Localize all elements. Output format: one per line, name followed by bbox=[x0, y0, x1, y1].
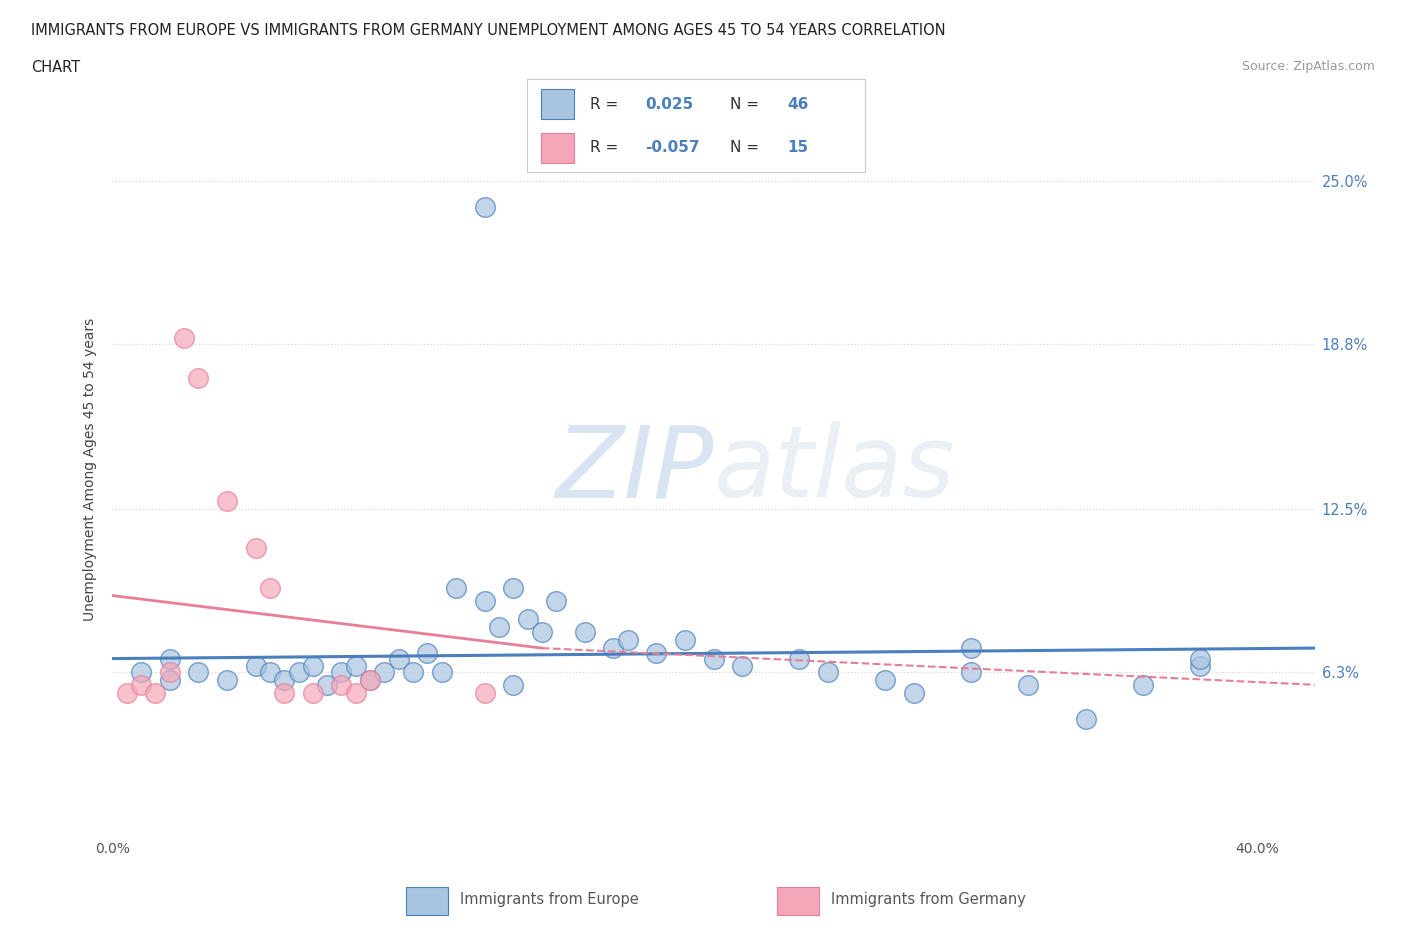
Point bbox=[245, 541, 267, 556]
Text: R =: R = bbox=[589, 97, 617, 112]
Text: R =: R = bbox=[589, 140, 617, 155]
Point bbox=[530, 625, 553, 640]
Point bbox=[416, 645, 439, 660]
Point bbox=[731, 659, 754, 674]
Point bbox=[316, 677, 339, 692]
Point bbox=[215, 494, 238, 509]
Text: 15: 15 bbox=[787, 140, 808, 155]
Point bbox=[187, 664, 209, 679]
Point bbox=[245, 659, 267, 674]
Point bbox=[875, 672, 897, 687]
Point bbox=[273, 685, 295, 700]
Point bbox=[702, 651, 725, 666]
Bar bbox=[541, 133, 575, 163]
Point bbox=[474, 200, 496, 215]
Bar bbox=[778, 887, 820, 915]
Point bbox=[330, 664, 353, 679]
Point bbox=[645, 645, 668, 660]
Point bbox=[159, 672, 181, 687]
Point bbox=[673, 632, 696, 647]
Point bbox=[159, 664, 181, 679]
Bar bbox=[541, 89, 575, 119]
Point bbox=[1074, 711, 1097, 726]
Point bbox=[402, 664, 425, 679]
Point bbox=[817, 664, 839, 679]
Text: ZIP: ZIP bbox=[555, 421, 713, 518]
Point bbox=[259, 664, 281, 679]
Point bbox=[502, 677, 524, 692]
Text: 46: 46 bbox=[787, 97, 808, 112]
Text: Source: ZipAtlas.com: Source: ZipAtlas.com bbox=[1241, 60, 1375, 73]
Point bbox=[187, 370, 209, 385]
Point bbox=[115, 685, 138, 700]
Point bbox=[474, 685, 496, 700]
Text: Immigrants from Germany: Immigrants from Germany bbox=[831, 892, 1026, 908]
Point bbox=[344, 659, 367, 674]
Y-axis label: Unemployment Among Ages 45 to 54 years: Unemployment Among Ages 45 to 54 years bbox=[83, 318, 97, 621]
Point bbox=[301, 685, 323, 700]
Point bbox=[273, 672, 295, 687]
Point bbox=[159, 651, 181, 666]
Text: CHART: CHART bbox=[31, 60, 80, 75]
Text: atlas: atlas bbox=[713, 421, 955, 518]
Point bbox=[516, 612, 538, 627]
Point bbox=[444, 580, 467, 595]
Point bbox=[1017, 677, 1039, 692]
Point bbox=[960, 664, 983, 679]
Point bbox=[903, 685, 925, 700]
Point bbox=[960, 641, 983, 656]
Point bbox=[474, 593, 496, 608]
Point bbox=[129, 677, 152, 692]
Point bbox=[359, 672, 381, 687]
Text: N =: N = bbox=[730, 140, 759, 155]
Point bbox=[488, 619, 510, 634]
Point bbox=[215, 672, 238, 687]
Point bbox=[287, 664, 309, 679]
Point bbox=[546, 593, 568, 608]
Point bbox=[330, 677, 353, 692]
Point bbox=[1189, 659, 1212, 674]
Point bbox=[129, 664, 152, 679]
Point bbox=[359, 672, 381, 687]
Point bbox=[602, 641, 624, 656]
Text: N =: N = bbox=[730, 97, 759, 112]
Point bbox=[789, 651, 811, 666]
Point bbox=[373, 664, 395, 679]
Point bbox=[502, 580, 524, 595]
Point bbox=[616, 632, 638, 647]
Text: 0.025: 0.025 bbox=[645, 97, 693, 112]
Point bbox=[388, 651, 411, 666]
Text: Immigrants from Europe: Immigrants from Europe bbox=[460, 892, 638, 908]
Point bbox=[344, 685, 367, 700]
Bar bbox=[405, 887, 449, 915]
Point bbox=[301, 659, 323, 674]
Point bbox=[1132, 677, 1154, 692]
Point bbox=[145, 685, 167, 700]
Point bbox=[574, 625, 596, 640]
Text: -0.057: -0.057 bbox=[645, 140, 700, 155]
Point bbox=[1189, 651, 1212, 666]
Point bbox=[259, 580, 281, 595]
Point bbox=[173, 331, 195, 346]
Point bbox=[430, 664, 453, 679]
Text: IMMIGRANTS FROM EUROPE VS IMMIGRANTS FROM GERMANY UNEMPLOYMENT AMONG AGES 45 TO : IMMIGRANTS FROM EUROPE VS IMMIGRANTS FRO… bbox=[31, 23, 946, 38]
